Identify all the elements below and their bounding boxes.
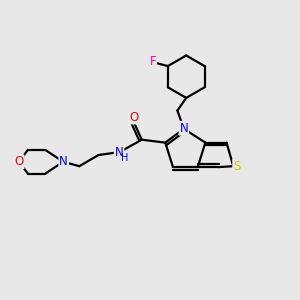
Text: O: O (129, 110, 138, 124)
Text: F: F (149, 56, 156, 68)
Text: N: N (115, 146, 124, 159)
Text: S: S (233, 160, 241, 173)
Text: N: N (179, 122, 188, 135)
Text: N: N (59, 155, 68, 168)
Text: O: O (14, 155, 24, 168)
Text: H: H (121, 153, 129, 163)
